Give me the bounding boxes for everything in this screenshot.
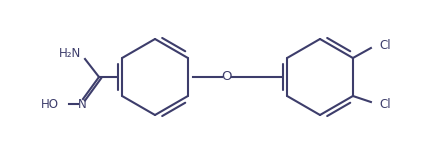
Text: N: N — [78, 97, 86, 111]
Text: Cl: Cl — [378, 40, 390, 53]
Text: HO: HO — [41, 97, 59, 111]
Text: H₂N: H₂N — [59, 47, 81, 60]
Text: Cl: Cl — [378, 97, 390, 111]
Text: O: O — [221, 71, 231, 84]
